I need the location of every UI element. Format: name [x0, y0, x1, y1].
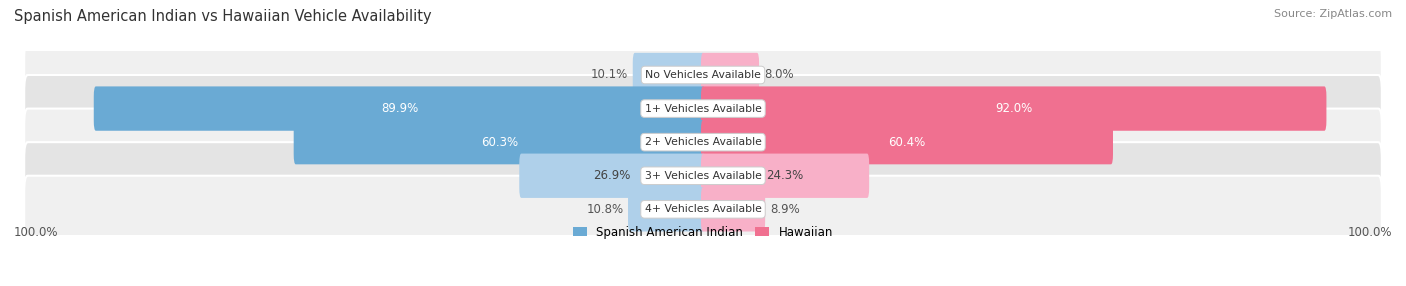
Text: 26.9%: 26.9%: [593, 169, 631, 182]
Text: 92.0%: 92.0%: [995, 102, 1032, 115]
Text: 100.0%: 100.0%: [14, 226, 59, 239]
Text: 10.8%: 10.8%: [586, 203, 623, 216]
FancyBboxPatch shape: [24, 109, 1382, 176]
FancyBboxPatch shape: [24, 142, 1382, 209]
FancyBboxPatch shape: [628, 187, 704, 231]
FancyBboxPatch shape: [702, 187, 765, 231]
FancyBboxPatch shape: [94, 86, 704, 131]
FancyBboxPatch shape: [294, 120, 704, 164]
Text: Source: ZipAtlas.com: Source: ZipAtlas.com: [1274, 9, 1392, 19]
FancyBboxPatch shape: [702, 154, 869, 198]
Text: 4+ Vehicles Available: 4+ Vehicles Available: [644, 204, 762, 214]
Text: 100.0%: 100.0%: [1347, 226, 1392, 239]
Text: 10.1%: 10.1%: [591, 68, 628, 82]
Text: 8.0%: 8.0%: [763, 68, 793, 82]
Text: 2+ Vehicles Available: 2+ Vehicles Available: [644, 137, 762, 147]
FancyBboxPatch shape: [702, 86, 1326, 131]
Text: 60.4%: 60.4%: [889, 136, 925, 149]
Text: 1+ Vehicles Available: 1+ Vehicles Available: [644, 104, 762, 114]
FancyBboxPatch shape: [702, 53, 759, 97]
Text: 3+ Vehicles Available: 3+ Vehicles Available: [644, 171, 762, 181]
FancyBboxPatch shape: [24, 75, 1382, 142]
Text: Spanish American Indian vs Hawaiian Vehicle Availability: Spanish American Indian vs Hawaiian Vehi…: [14, 9, 432, 23]
Text: 24.3%: 24.3%: [766, 169, 804, 182]
FancyBboxPatch shape: [24, 176, 1382, 243]
Text: No Vehicles Available: No Vehicles Available: [645, 70, 761, 80]
FancyBboxPatch shape: [519, 154, 704, 198]
Legend: Spanish American Indian, Hawaiian: Spanish American Indian, Hawaiian: [568, 221, 838, 243]
Text: 8.9%: 8.9%: [770, 203, 800, 216]
FancyBboxPatch shape: [702, 120, 1114, 164]
Text: 89.9%: 89.9%: [381, 102, 418, 115]
Text: 60.3%: 60.3%: [481, 136, 517, 149]
FancyBboxPatch shape: [633, 53, 704, 97]
FancyBboxPatch shape: [24, 41, 1382, 109]
